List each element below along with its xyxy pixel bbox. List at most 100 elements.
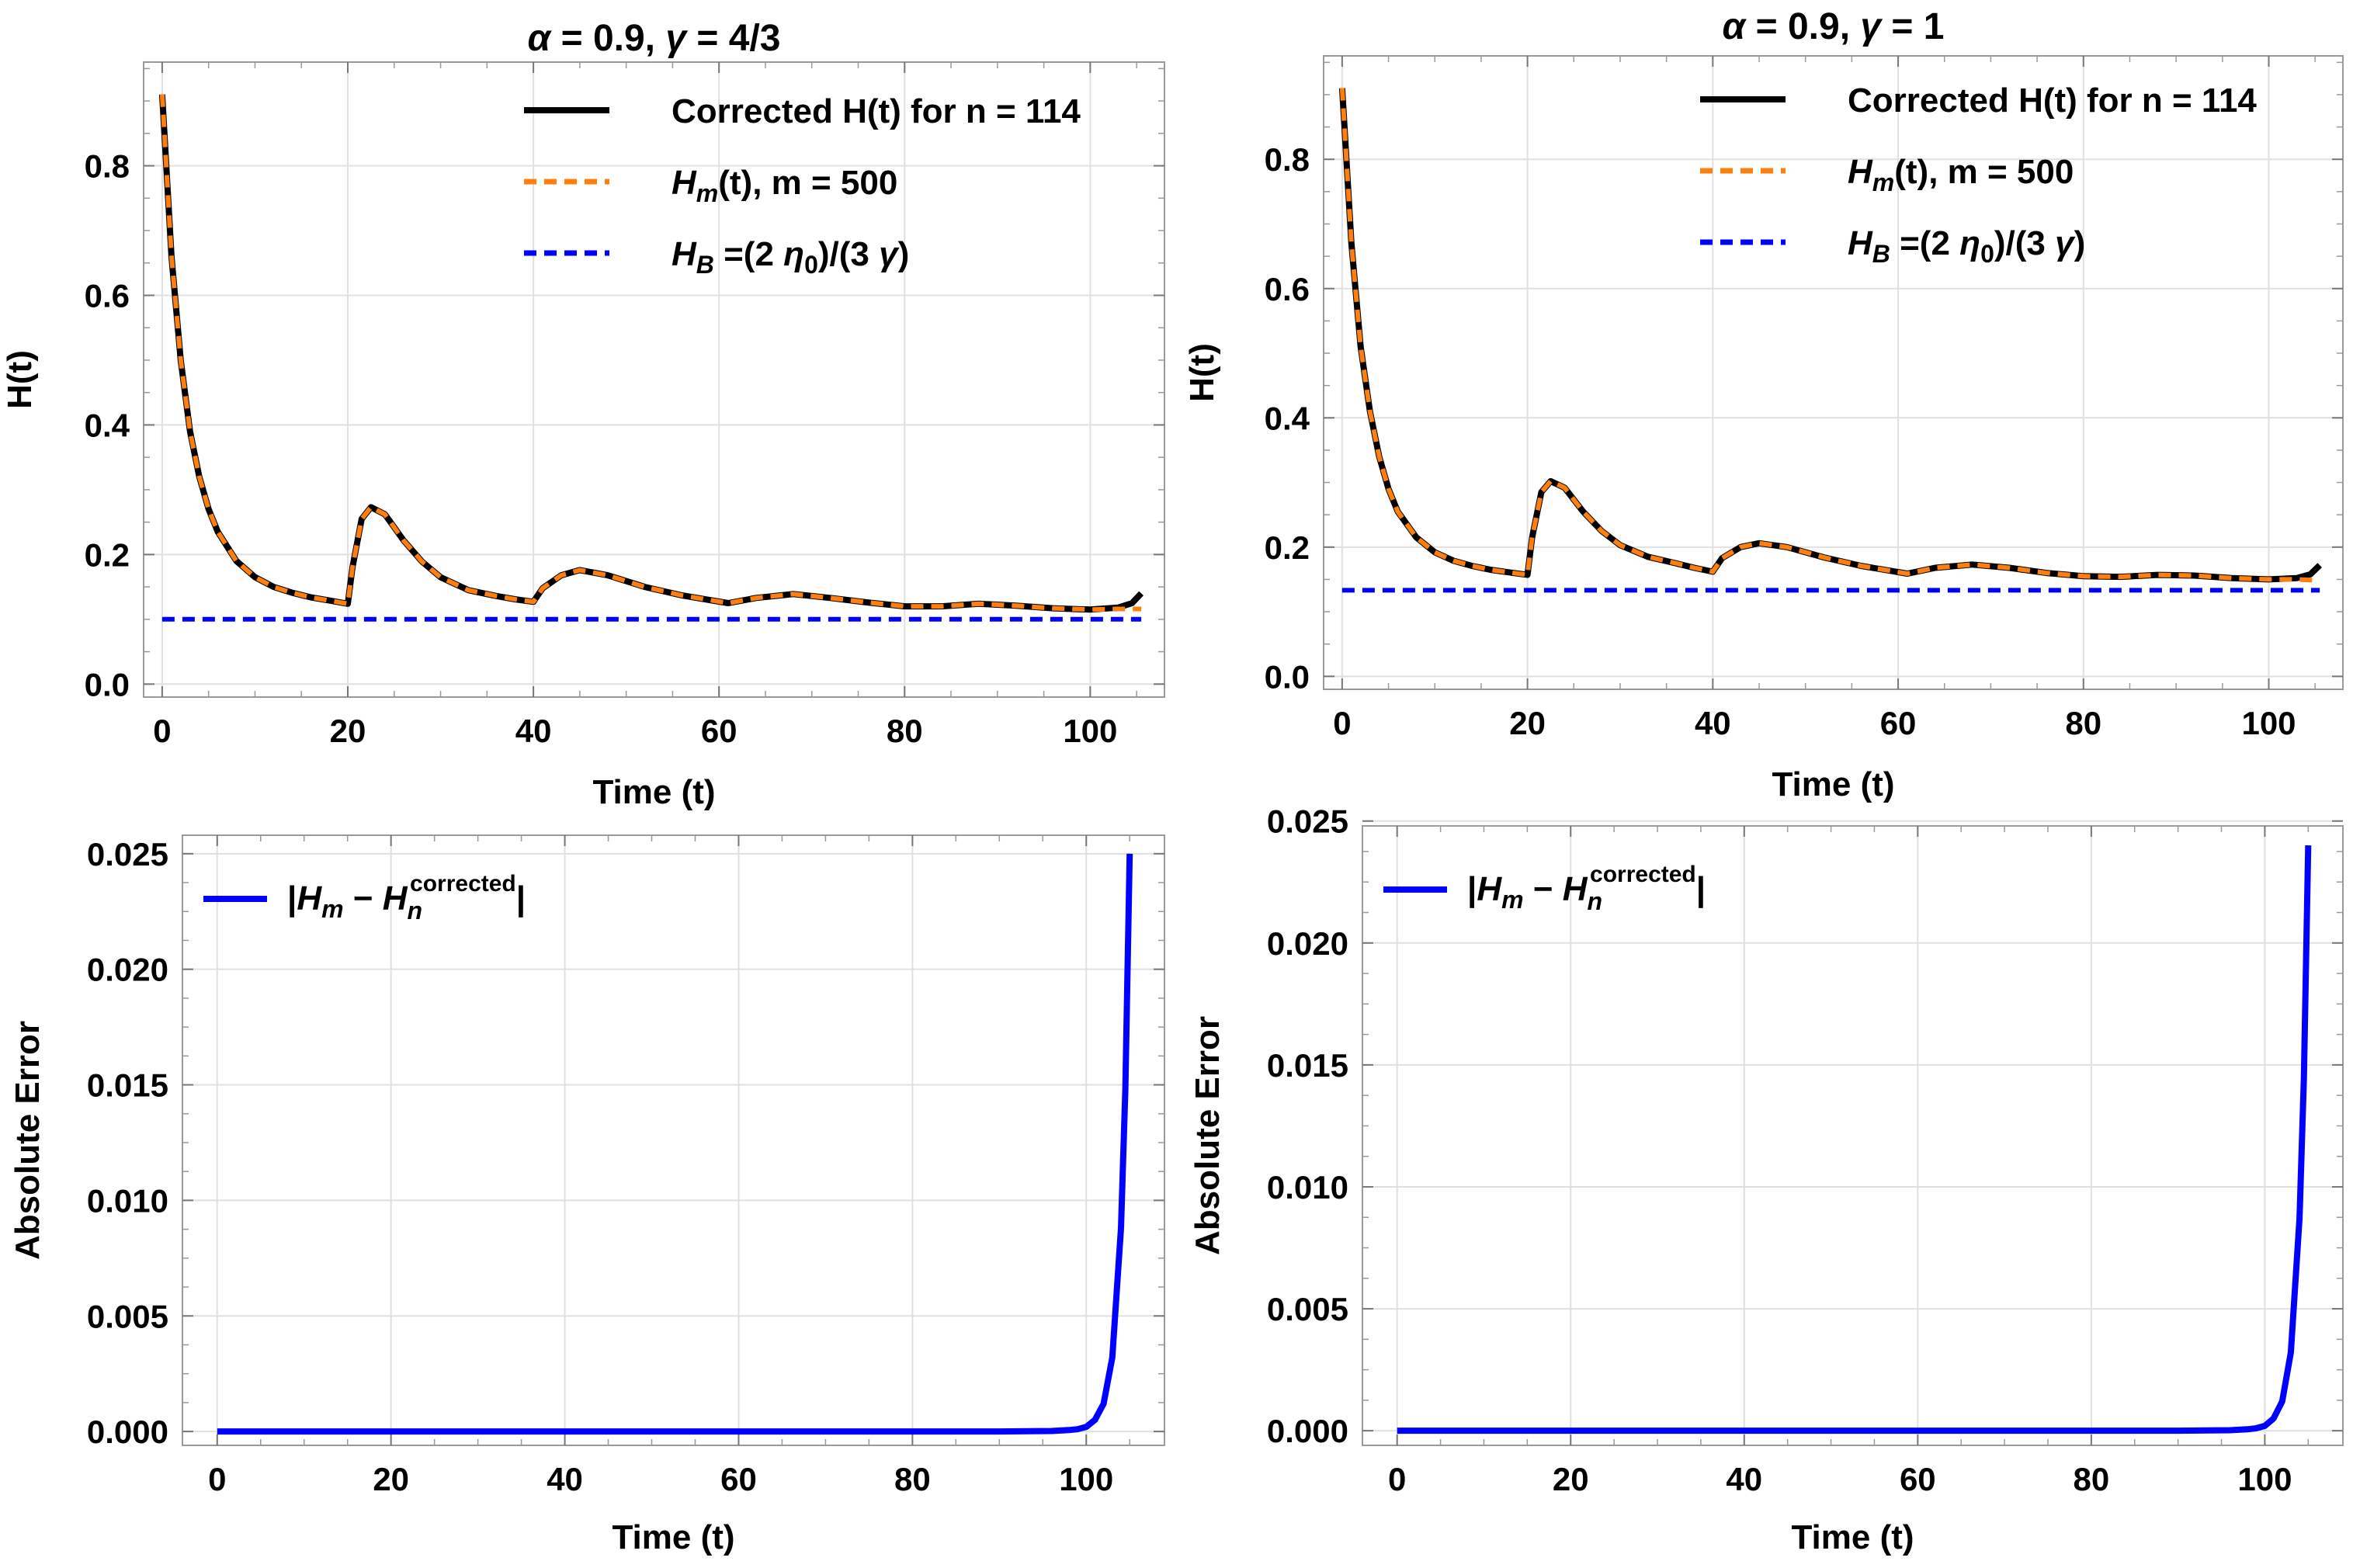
legend-label-error: |Hm − Hncorrected| (1467, 862, 1706, 915)
legend-hm-base: H (1848, 153, 1873, 191)
x-axis-label: Time (t) (592, 773, 715, 811)
legend-err-m: m (321, 895, 343, 923)
y-axis-label: H(t) (1183, 343, 1221, 402)
y-tick-label: 0.000 (87, 1414, 168, 1450)
legend-hb-end: ) (2074, 224, 2086, 262)
y-axis-label: H(t) (1, 350, 39, 409)
y-tick-label: 0.015 (1267, 1047, 1348, 1084)
x-axis-label: Time (t) (612, 1518, 734, 1556)
title-alpha-value: = 0.9, (1745, 6, 1860, 47)
x-tick-label: 0 (1388, 1461, 1406, 1497)
x-tick-label: 20 (330, 713, 366, 749)
x-tick-label: 100 (2241, 705, 2296, 741)
legend-label-hm: Hm(t), m = 500 (672, 164, 897, 207)
legend-hb-gamma: γ (2055, 224, 2076, 262)
legend-hb-eta-sub: 0 (1980, 240, 1994, 268)
y-tick-label: 0.005 (1267, 1291, 1348, 1327)
legend-err-sup: corrected (1590, 862, 1696, 887)
y-axis-label: Absolute Error (9, 1021, 47, 1260)
x-tick-label: 40 (1695, 705, 1731, 741)
series-line-1 (159, 94, 1142, 612)
y-tick-label: 0.4 (85, 407, 130, 443)
y-tick-label: 0.010 (1267, 1169, 1348, 1205)
chart-panel-bottom-left: 0 20 40 60 80 100 0.000 0.005 0.010 0.015 0.020 0.0… (9, 834, 1165, 1556)
legend-hm-rest: (t), m = 500 (1894, 153, 2074, 191)
plot-frame (1362, 825, 2344, 1446)
y-tick-label: 0.020 (87, 952, 168, 988)
chart-panel-bottom-right: 0 20 40 60 80 100 0.000 0.005 0.010 0.015 0.020 0.0… (1189, 803, 2344, 1556)
x-axis-label: Time (t) (1791, 1518, 1914, 1556)
y-tick-label: 0.025 (1267, 803, 1348, 840)
x-tick-label: 40 (515, 713, 552, 749)
legend-hb-sub: B (1872, 240, 1890, 268)
legend-hb-sub: B (696, 251, 714, 279)
x-tick-label: 60 (1880, 705, 1917, 741)
x-tick-label: 40 (1726, 1461, 1762, 1497)
x-tick-label: 0 (1333, 705, 1351, 741)
x-tick-label: 0 (208, 1461, 226, 1497)
y-tick-label: 0.4 (1265, 400, 1310, 436)
chart-title: α = 0.9, γ = 4/3 (527, 18, 780, 59)
legend-label-hb: HB =(2 η0)/(3 γ) (672, 235, 909, 279)
title-alpha-symbol: α (527, 18, 552, 59)
x-tick-label: 80 (2065, 705, 2101, 741)
legend-hm-rest: (t), m = 500 (718, 164, 897, 202)
x-tick-label: 40 (547, 1461, 583, 1497)
x-tick-label: 0 (153, 713, 171, 749)
y-tick-label: 0.0 (85, 666, 130, 702)
legend-err-close: | (1696, 870, 1706, 909)
legend-label-corrected: Corrected H(t) for n = 114 (1848, 82, 2257, 120)
legend-hm-sub: m (696, 179, 718, 207)
legend-hb-eq: =(2 (714, 235, 783, 273)
y-tick-label: 0.8 (1265, 141, 1310, 178)
legend-hb-mid: )/(3 (818, 235, 879, 273)
legend-err-open: | (1467, 870, 1477, 909)
series-line-1 (1339, 88, 2320, 583)
legend-label-hb: HB =(2 η0)/(3 γ) (1848, 224, 2085, 268)
legend-err-h1: H (1477, 870, 1502, 908)
x-tick-label: 60 (720, 1461, 757, 1497)
title-alpha-value: = 0.9, (550, 18, 665, 59)
legend-hb-base: H (672, 235, 697, 273)
x-axis-label: Time (t) (1772, 765, 1894, 803)
x-tick-label: 80 (887, 713, 923, 749)
series-line-0 (158, 94, 1144, 613)
legend-err-h1: H (297, 879, 322, 918)
legend-hb-eta: η (1959, 224, 1980, 262)
y-tick-label: 0.6 (85, 277, 130, 314)
chart-panel-top-left: 0 20 40 60 80 100 0.0 0.2 0.4 0.6 0.8 Time (t) H(t) α… (1, 18, 1165, 811)
y-tick-label: 0.020 (1267, 925, 1348, 962)
legend-label-error: |Hm − Hncorrected| (287, 871, 526, 924)
x-tick-label: 100 (1063, 713, 1117, 749)
legend-hb-end: ) (898, 235, 910, 273)
y-tick-label: 0.8 (85, 148, 130, 185)
legend-hb-gamma: γ (879, 235, 900, 273)
x-tick-label: 80 (2074, 1461, 2110, 1497)
plot-frame (182, 834, 1165, 1446)
plot-frame (143, 61, 1165, 698)
y-tick-label: 0.6 (1265, 271, 1310, 307)
x-tick-label: 60 (701, 713, 737, 749)
legend-err-sup: corrected (410, 871, 516, 897)
title-gamma-value: = 1 (1881, 6, 1944, 47)
y-tick-label: 0.015 (87, 1067, 168, 1104)
y-tick-label: 0.005 (87, 1298, 168, 1334)
y-tick-label: 0.2 (85, 536, 130, 573)
legend-hb-eta: η (783, 235, 804, 273)
legend-err-m: m (1501, 886, 1523, 914)
legend-label-corrected: Corrected H(t) for n = 114 (672, 92, 1081, 130)
legend-err-minus: − (344, 879, 383, 918)
legend-hb-base: H (1848, 224, 1873, 262)
legend-hb-mid: )/(3 (1994, 224, 2055, 262)
x-tick-label: 100 (2237, 1461, 2292, 1497)
title-gamma-symbol: γ (1860, 6, 1883, 47)
x-tick-label: 60 (1900, 1461, 1936, 1497)
x-tick-label: 20 (373, 1461, 409, 1497)
x-tick-label: 80 (894, 1461, 931, 1497)
legend-err-close: | (516, 879, 526, 918)
legend-err-minus: − (1524, 870, 1563, 908)
plot-frame (1323, 55, 2344, 690)
title-gamma-value: = 4/3 (686, 18, 780, 59)
legend-hm-base: H (672, 164, 697, 202)
